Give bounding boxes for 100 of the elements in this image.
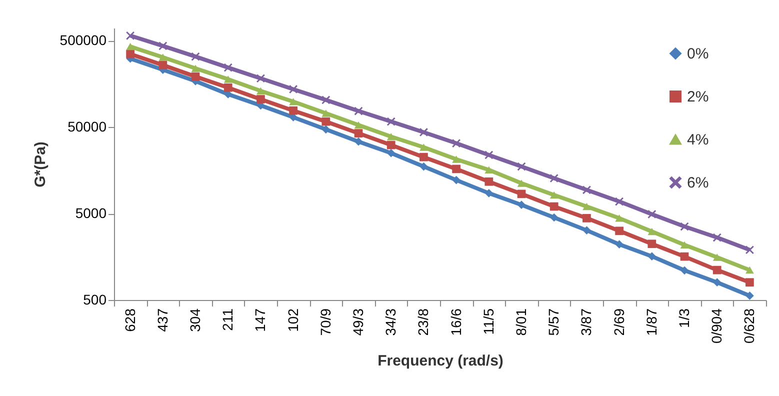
point [517,200,526,210]
x-tick-label: 628 [122,308,138,332]
x-tick-label: 211 [220,308,236,331]
point [615,197,624,206]
point [452,156,460,163]
point [550,202,558,211]
point [256,74,265,83]
point [712,278,722,287]
point [517,190,526,198]
point [746,292,754,300]
x-tick-label: 3/87 [578,308,594,336]
point [648,228,656,236]
point [712,233,722,242]
point [256,95,265,104]
point [712,266,722,274]
point [289,98,298,106]
point [452,176,460,184]
y-tick-label: 500 [83,292,107,308]
point [484,177,494,186]
point [191,72,200,81]
legend-label: 0% [687,46,709,62]
point [680,241,689,249]
x-tick-label: 11/5 [480,308,496,335]
point [354,106,363,116]
point [289,106,298,115]
point [224,83,232,92]
point [158,54,168,61]
legend-label: 4% [687,132,709,148]
x-tick-label: 23/8 [415,308,432,336]
x-tick-label: 1/3 [676,308,692,328]
point [517,162,526,171]
point [615,240,624,249]
y-tick-label: 50000 [68,118,107,135]
point [746,278,754,287]
x-tick-label: 49/3 [350,308,366,336]
point [746,246,754,254]
point [712,254,722,261]
x-tick-label: 34/3 [382,308,399,336]
x-tick-label: 102 [284,308,301,332]
point [386,132,396,140]
point [680,252,689,261]
y-axis-title: G*(Pa) [32,142,49,188]
point [354,129,363,138]
point [191,64,200,72]
point [680,266,689,275]
point [582,214,591,222]
point [648,210,656,218]
point [126,31,134,40]
point [126,42,134,50]
point [354,137,363,146]
point [550,174,558,182]
point [452,139,460,148]
point [452,164,460,174]
point [158,42,168,50]
point [224,76,232,83]
legend-label: 6% [687,174,709,192]
x-tick-label: 147 [252,308,268,332]
point [484,189,494,198]
point [322,110,330,117]
x-tick-label: 0/628 [741,308,758,344]
point [615,226,624,236]
x-tick-label: 0/904 [708,308,725,344]
point [680,222,689,231]
point [386,117,396,126]
point [191,52,200,61]
point [354,121,363,129]
point [420,128,428,136]
x-axis-title: Frequency (rad/s) [378,352,504,370]
point [126,50,134,58]
point [582,226,591,234]
point [256,87,265,95]
x-tick-label: 16/6 [448,308,464,336]
point [648,240,656,248]
y-tick-label: 5000 [75,205,107,222]
point [550,191,558,199]
point [420,152,428,162]
point [648,252,656,261]
point [582,202,591,210]
point [322,117,330,126]
point [322,125,330,134]
legend-label: 2% [687,88,709,106]
point [615,214,624,222]
y-tick-label: 500000 [60,32,107,48]
point [322,96,330,104]
point [386,140,396,150]
point [224,63,232,72]
point [746,266,754,274]
x-tick-label: 8/01 [513,308,529,336]
point [289,85,298,94]
x-tick-label: 70/9 [317,308,334,336]
point [484,150,494,160]
point [386,148,396,158]
point [517,180,526,187]
x-tick-label: 1/87 [643,308,660,336]
x-tick-label: 5/57 [546,308,562,336]
x-tick-label: 304 [187,308,203,332]
x-tick-label: 437 [154,308,170,332]
point [420,162,428,171]
point [550,213,558,222]
point [582,186,591,194]
